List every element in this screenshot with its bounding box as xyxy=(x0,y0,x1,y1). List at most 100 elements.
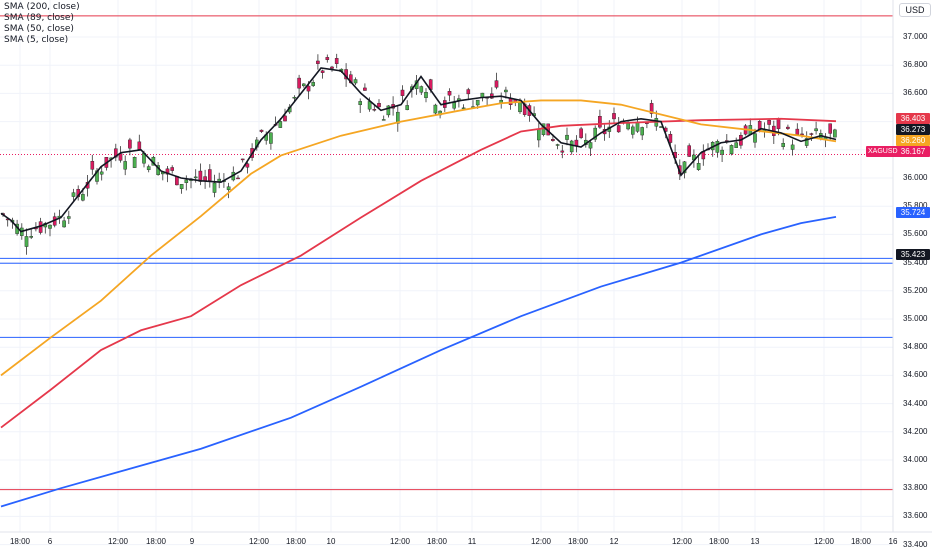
candle-body xyxy=(198,170,203,182)
grid-lines xyxy=(0,0,894,546)
currency-label[interactable]: USD xyxy=(899,3,931,17)
time-tick-label: 12:00 xyxy=(530,537,552,546)
time-tick-label: 18:00 xyxy=(850,537,872,546)
candle-body xyxy=(504,89,508,93)
candle-body xyxy=(259,129,264,132)
candle-body xyxy=(99,171,104,175)
candle-body xyxy=(193,176,198,179)
candle-body xyxy=(480,92,485,98)
candle-body xyxy=(551,139,555,141)
candle-body xyxy=(330,66,334,69)
candle-body xyxy=(71,192,76,197)
price-tick-label: 35.400 xyxy=(903,257,928,267)
legend-sma-200[interactable]: SMA (200, close) xyxy=(4,2,80,12)
candle-body xyxy=(184,179,189,183)
time-tick-label: 12:00 xyxy=(389,537,411,546)
price-tick-label: 33.800 xyxy=(903,483,928,493)
price-tick-label: 33.600 xyxy=(903,511,928,521)
candle-body xyxy=(278,121,283,128)
time-tick-label: 18:00 xyxy=(285,537,307,546)
candle-body xyxy=(400,89,405,96)
candle-body xyxy=(377,103,381,108)
candle-body xyxy=(132,157,137,168)
candle-body xyxy=(781,142,785,147)
candle-body xyxy=(776,118,781,130)
sma-5-line xyxy=(0,67,837,233)
candle-body xyxy=(236,177,240,180)
candle-body xyxy=(207,169,212,181)
candle-body xyxy=(170,167,175,171)
candle-body xyxy=(240,158,245,161)
candle-body xyxy=(734,142,738,148)
candle-body xyxy=(386,105,391,116)
candle-body xyxy=(381,119,386,121)
candle-body xyxy=(560,150,565,153)
time-tick-label: 18:00 xyxy=(426,537,448,546)
legend-sma-5[interactable]: SMA (5, close) xyxy=(4,35,69,45)
candle-body xyxy=(306,85,311,92)
candle-body xyxy=(809,133,814,135)
candle-body xyxy=(668,133,673,143)
price-tick-label: 34.200 xyxy=(903,426,928,436)
price-badge: 36.273 xyxy=(896,124,930,135)
candle-body xyxy=(128,139,132,149)
candle-body xyxy=(424,92,428,98)
time-tick-label: 18:00 xyxy=(145,537,167,546)
price-tick-label: 34.000 xyxy=(903,455,928,464)
candle-body xyxy=(786,126,790,129)
candle-body xyxy=(616,125,621,133)
symbol-badge: XAGUSD xyxy=(866,146,900,157)
candle-body xyxy=(311,82,316,86)
candle-body xyxy=(720,149,724,155)
price-tick-label: 35.800 xyxy=(903,201,928,211)
candle-body xyxy=(325,57,330,60)
time-tick-label: 12 xyxy=(609,537,619,546)
candle-body xyxy=(593,127,597,140)
candle-body xyxy=(466,89,471,95)
time-tick-label: 13 xyxy=(750,537,760,546)
legend-sma-89[interactable]: SMA (89, close) xyxy=(4,13,74,23)
price-tick-label: 33.400 xyxy=(903,539,928,549)
candle-body xyxy=(165,168,170,175)
time-tick-label: 12:00 xyxy=(248,537,270,546)
candle-body xyxy=(537,128,541,141)
time-tick-label: 18:00 xyxy=(708,537,730,546)
price-tick-label: 34.600 xyxy=(903,370,928,380)
candle-body xyxy=(90,161,95,170)
candle-body xyxy=(555,144,560,146)
candle-body xyxy=(245,163,250,168)
candle-body xyxy=(612,113,616,120)
price-badge: 36.167 xyxy=(896,146,930,157)
horizontal-levels[interactable] xyxy=(0,15,893,491)
candle-body xyxy=(494,80,499,88)
candle-body xyxy=(729,145,734,155)
price-badge: 35.423 xyxy=(896,249,930,260)
price-tick-label: 36.000 xyxy=(903,173,928,182)
candle-body xyxy=(334,58,339,64)
candle-body xyxy=(137,141,142,150)
time-tick-label: 18:00 xyxy=(9,537,31,546)
candle-body xyxy=(790,144,795,150)
candle-body xyxy=(419,86,424,93)
candle-body xyxy=(118,153,123,161)
candle-body xyxy=(226,186,231,190)
candle-body xyxy=(767,119,771,125)
candle-body xyxy=(828,123,832,134)
candle-body xyxy=(804,138,809,146)
candle-body xyxy=(146,166,151,171)
candle-body xyxy=(405,105,410,110)
candle-body xyxy=(363,87,367,91)
indicator-legend: SMA (200, close) SMA (89, close) SMA (50… xyxy=(4,2,80,46)
candle-body xyxy=(447,91,452,96)
candle-body xyxy=(569,140,574,153)
candle-body xyxy=(297,77,301,89)
price-tick-label: 35.600 xyxy=(903,229,928,239)
time-tick-label: 10 xyxy=(326,537,336,546)
candle-body xyxy=(353,79,358,84)
candle-body xyxy=(66,216,71,219)
candle-body xyxy=(461,107,466,110)
legend-sma-50[interactable]: SMA (50, close) xyxy=(4,24,74,34)
sma-50-line xyxy=(0,99,837,377)
time-tick-label: 11 xyxy=(467,537,477,546)
